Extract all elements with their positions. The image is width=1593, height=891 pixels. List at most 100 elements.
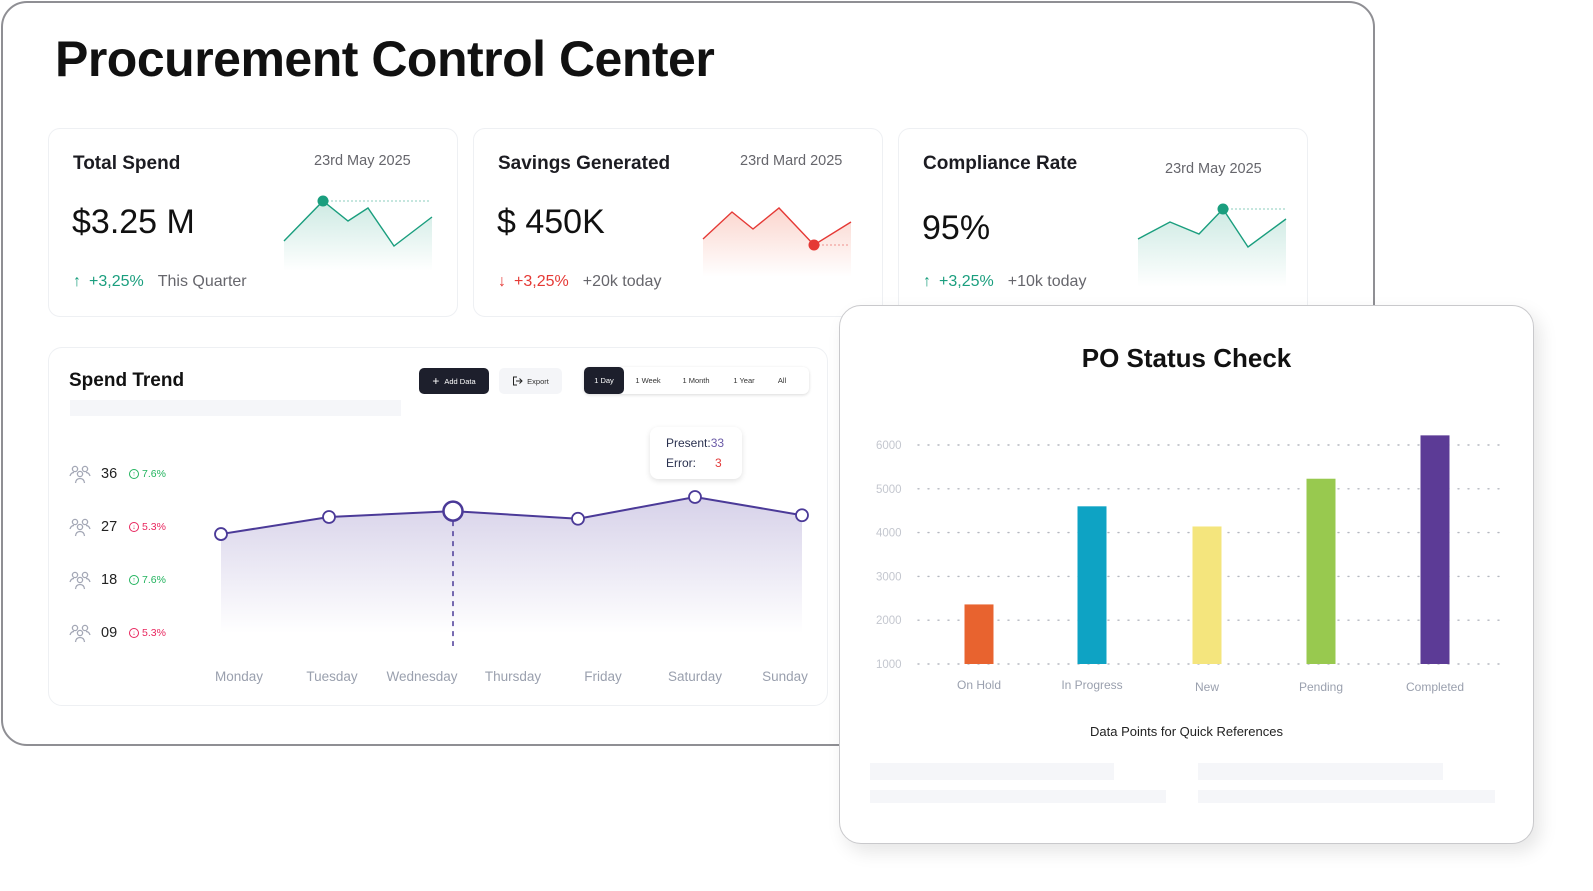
- circle-arrow-down-icon: ↓: [129, 522, 139, 532]
- po-status-title: PO Status Check: [1081, 343, 1292, 373]
- x-axis-label: Friday: [584, 669, 622, 684]
- bar-new[interactable]: [1192, 526, 1222, 664]
- y-pct: 5.3%: [142, 627, 166, 639]
- users-icon: [69, 624, 91, 643]
- po-status-chart: 1000 2000 3000 4000 5000 6000 On Hold In Progr…: [876, 435, 1501, 694]
- arrow-down-icon: ↓: [498, 273, 506, 290]
- y-tick-label: 6000: [876, 440, 902, 452]
- kpi-subtext: This Quarter: [157, 273, 247, 290]
- bar-completed[interactable]: [1420, 435, 1450, 664]
- tooltip-label-error: Error:: [666, 456, 696, 470]
- range-tab-1-year[interactable]: 1 Year: [733, 376, 755, 385]
- x-axis-label: Tuesday: [306, 669, 358, 684]
- x-axis-label: Pending: [1299, 680, 1343, 694]
- sparkline-marker: [808, 239, 820, 251]
- kpi-card-savings-generated[interactable]: Savings Generated 23rd Mard 2025 $ 450K …: [473, 128, 883, 317]
- kpi-delta: +3,25%: [89, 273, 144, 290]
- x-axis-label: Thursday: [485, 669, 542, 684]
- users-icon: [69, 518, 91, 537]
- arrow-up-icon: ↑: [923, 273, 931, 290]
- spend-trend-card: Spend Trend + Add Data Export 1 Day 1 We…: [48, 347, 828, 706]
- skeleton-placeholder: [870, 763, 1114, 780]
- y-row: 09 ↓ 5.3%: [69, 622, 189, 644]
- sparkline-compliance: [1137, 203, 1287, 287]
- y-value: 27: [101, 519, 118, 535]
- kpi-title: Savings Generated: [498, 153, 671, 174]
- data-point-sunday[interactable]: [795, 508, 809, 523]
- y-tick-label: 5000: [876, 484, 902, 496]
- data-point-saturday[interactable]: [688, 490, 702, 504]
- y-tick-label: 2000: [876, 615, 902, 627]
- y-row: 36 ↑ 7.6%: [69, 463, 189, 485]
- data-point-tuesday[interactable]: [322, 510, 336, 524]
- page-title: Procurement Control Center: [55, 31, 715, 87]
- x-axis-label: New: [1195, 680, 1219, 694]
- circle-arrow-up-icon: ↑: [129, 469, 139, 479]
- y-tick-label: 1000: [876, 659, 902, 671]
- kpi-card-total-spend[interactable]: Total Spend 23rd May 2025 $3.25 M ↑ +3,2…: [48, 128, 458, 317]
- kpi-value: 95%: [922, 209, 991, 247]
- kpi-value: $ 450K: [497, 203, 605, 241]
- range-tab-1-day[interactable]: 1 Day: [584, 367, 624, 394]
- data-point-wednesday[interactable]: [442, 500, 464, 522]
- skeleton-placeholder: [1198, 790, 1495, 803]
- y-pct: 5.3%: [142, 521, 166, 533]
- tooltip-value-present: 33: [710, 436, 725, 450]
- x-axis-label: On Hold: [957, 678, 1001, 692]
- data-point-monday[interactable]: [214, 527, 228, 541]
- y-value: 36: [101, 466, 118, 482]
- circle-arrow-up-icon: ↑: [129, 575, 139, 585]
- kpi-date: 23rd May 2025: [1165, 161, 1262, 177]
- x-axis-label: Saturday: [668, 669, 722, 684]
- y-tick-label: 4000: [876, 528, 902, 540]
- y-row: 18 ↑ 7.6%: [69, 569, 189, 591]
- spend-trend-chart: Monday Tuesday Wednesday Thursday Friday Satu…: [214, 490, 809, 684]
- kpi-subtext: +10k today: [1007, 273, 1087, 290]
- sparkline-marker: [1217, 203, 1229, 215]
- range-tab-1-week[interactable]: 1 Week: [635, 376, 661, 385]
- kpi-value: $3.25 M: [72, 203, 195, 241]
- users-icon: [69, 571, 91, 590]
- bar-in-progress[interactable]: [1077, 506, 1107, 664]
- x-axis-label: Completed: [1406, 680, 1464, 694]
- x-axis-label: Sunday: [762, 669, 808, 684]
- skeleton-placeholder: [1198, 763, 1443, 780]
- kpi-delta: +3,25%: [514, 273, 569, 290]
- kpi-card-compliance-rate[interactable]: Compliance Rate 23rd May 2025 95% ↑ +3,2…: [898, 128, 1308, 317]
- tooltip-label-present: Present:: [666, 436, 711, 450]
- range-tab-all[interactable]: All: [777, 376, 787, 385]
- users-icon: [69, 465, 91, 484]
- circle-arrow-down-icon: ↓: [129, 628, 139, 638]
- sparkline-total-spend: [283, 195, 433, 271]
- y-tick-label: 3000: [876, 571, 902, 583]
- y-value: 09: [101, 625, 118, 641]
- bar-on-hold[interactable]: [964, 604, 994, 664]
- kpi-title: Total Spend: [73, 153, 181, 174]
- skeleton-placeholder: [70, 400, 401, 416]
- x-axis-label: Monday: [215, 669, 263, 684]
- sparkline-savings: [702, 207, 852, 277]
- x-axis-label: Wednesday: [386, 669, 457, 684]
- export-icon: [513, 376, 523, 386]
- kpi-date: 23rd May 2025: [314, 153, 411, 169]
- arrow-up-icon: ↑: [73, 273, 81, 290]
- spend-trend-title: Spend Trend: [69, 370, 185, 391]
- sparkline-marker: [317, 195, 329, 207]
- add-data-button[interactable]: + Add Data: [419, 368, 489, 394]
- plus-icon: +: [432, 374, 440, 388]
- chart-tooltip: Present:33 Error: 3: [650, 427, 742, 479]
- data-point-friday[interactable]: [571, 511, 585, 526]
- x-axis-label: In Progress: [1061, 678, 1122, 692]
- export-button[interactable]: Export: [499, 368, 562, 394]
- kpi-date: 23rd Mard 2025: [740, 153, 843, 169]
- range-tab-1-month[interactable]: 1 Month: [682, 376, 710, 385]
- skeleton-placeholder: [870, 790, 1166, 803]
- bar-pending[interactable]: [1306, 478, 1336, 664]
- kpi-subtext: +20k today: [582, 273, 662, 290]
- tooltip-value-error: 3: [715, 456, 722, 470]
- kpi-delta: +3,25%: [939, 273, 994, 290]
- y-value: 18: [101, 572, 118, 588]
- y-pct: 7.6%: [142, 468, 166, 480]
- trend-area: [221, 496, 802, 633]
- po-status-subtitle: Data Points for Quick References: [1090, 724, 1283, 739]
